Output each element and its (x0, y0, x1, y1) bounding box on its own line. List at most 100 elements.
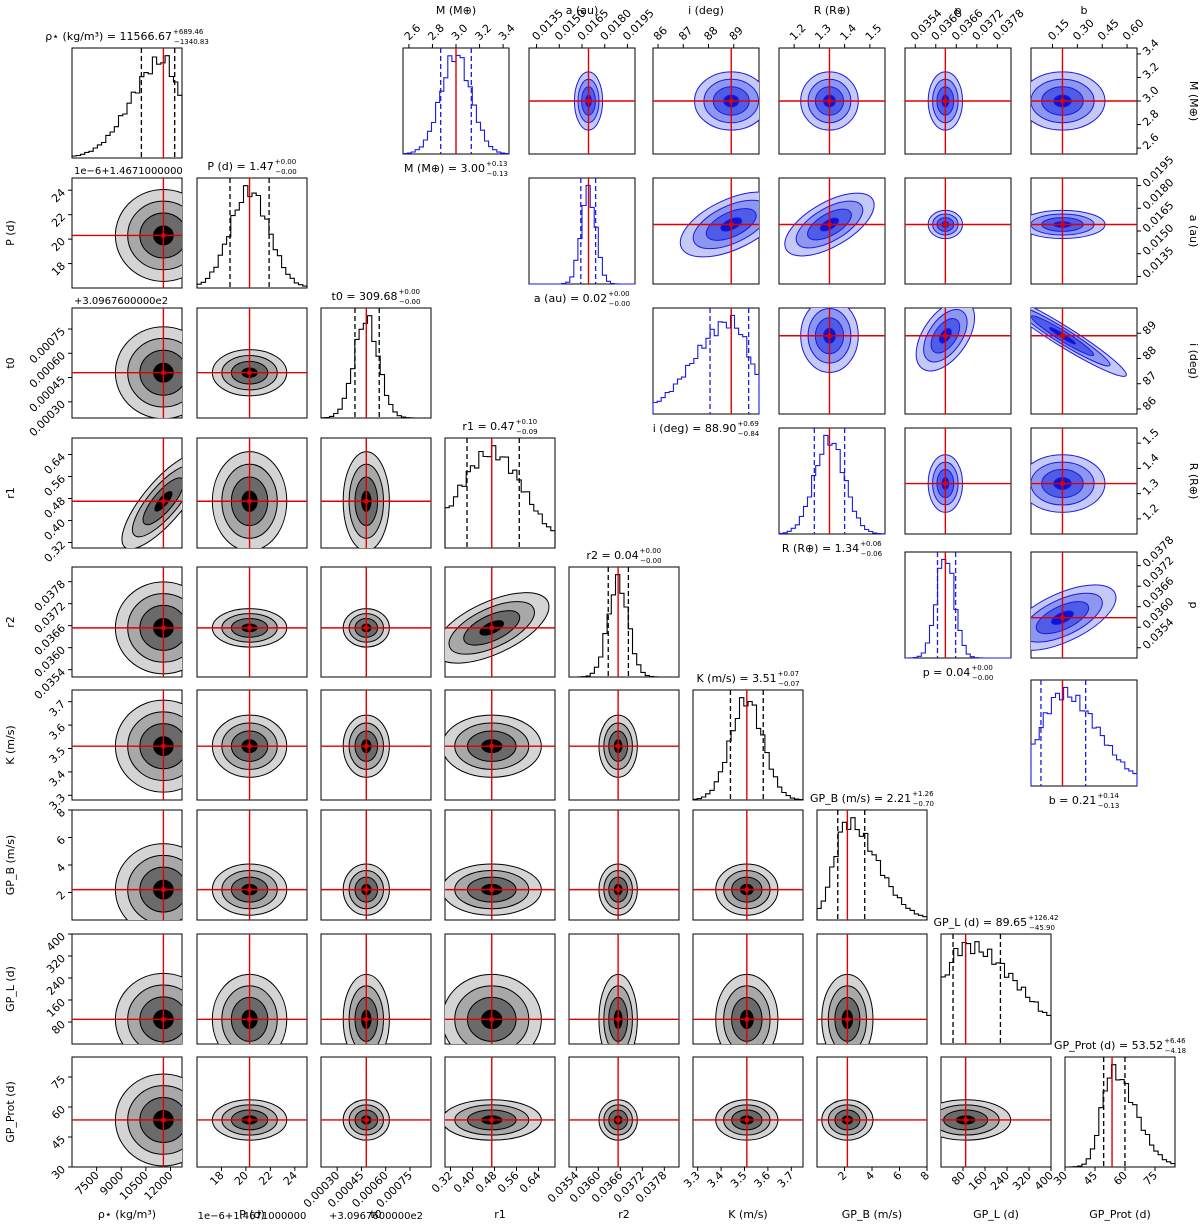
lower-contour-7-1-truth-point (246, 1016, 253, 1022)
lower-panel-4-2 (320, 566, 432, 678)
upper-title-M: M (M⊕) = 3.00+0.13 −0.13 (404, 160, 508, 178)
lower-contour-5-1-frame (196, 689, 308, 801)
upper-y-M-tick-label-3: 3.2 (1140, 60, 1162, 82)
lower-y-GPP-tick-label-3: 75 (49, 1073, 68, 1092)
lower-x-GPP-tick-label-2: 60 (1111, 1169, 1130, 1188)
lower-title-t0-plus: +0.00 (399, 288, 420, 296)
lower-title-K: K (m/s) = 3.51+0.07 −0.07 (696, 670, 799, 688)
lower-contour-8-5-truth-point (744, 1117, 750, 1123)
lower-panel-6-0: 2 4 6 8 (54, 806, 183, 921)
lower-title-GPP-plus: +6.46 (1164, 1037, 1186, 1045)
upper-diag-frame-2 (652, 307, 760, 415)
upper-contour-2-3-truth-point (826, 333, 833, 339)
lower-panel-7-2 (320, 933, 432, 1045)
upper-y-M-tick-label-0: 2.6 (1140, 131, 1162, 153)
lower-contour-4-0-truth-point (160, 625, 166, 631)
lower-contour-8-6-truth-point (844, 1117, 850, 1123)
lower-xlabel-rho: ρ⋆ (kg/m³) (98, 1208, 156, 1221)
lower-xlabel-t0: t0 (370, 1208, 381, 1221)
lower-contour-5-4-truth-point (615, 743, 621, 749)
lower-contour-6-5-truth-point (744, 887, 750, 893)
lower-xlabel-GPB: GP_B (m/s) (842, 1208, 902, 1221)
upper-hist-i (652, 314, 760, 414)
upper-hist-a (529, 184, 635, 285)
upper-y-M-tick-label-1: 2.8 (1140, 107, 1162, 129)
lower-y-GPL-tick-label-4: 400 (44, 930, 68, 954)
upper-contour-3-4-truth-point (942, 480, 948, 487)
lower-contour-6-1-frame (196, 809, 308, 921)
lower-contour-8-3-frame (444, 1056, 556, 1168)
upper-diag-frame-1 (528, 177, 636, 285)
lower-xoffset-t0: +3.0967600000e2 (329, 1211, 423, 1222)
lower-y-GPL-tick-label-0: 80 (49, 1018, 68, 1037)
upper-x-i-tick-label-1: 87 (676, 24, 695, 43)
lower-y-r1-tick-label-0: 0.32 (42, 538, 69, 565)
lower-hist-r2 (569, 574, 679, 678)
upper-xlabel-b: b (1081, 4, 1088, 17)
lower-y-r1-tick-label-2: 0.48 (42, 494, 69, 521)
lower-contour-8-2-frame (320, 1056, 432, 1168)
lower-contour-8-4-truth-point (615, 1117, 621, 1123)
upper-title-p: p = 0.04+0.00 −0.00 (923, 664, 994, 682)
lower-contour-4-1-frame (196, 566, 308, 678)
lower-contour-7-2-truth-point (363, 1016, 369, 1022)
lower-hist-GPL (940, 941, 1052, 1044)
upper-title-p-minus: −0.00 (972, 674, 993, 682)
lower-x-GPB-tick-label-2: 6 (890, 1169, 904, 1183)
upper-panel-1-1: a (au) = 0.02+0.00 −0.00 (528, 177, 636, 308)
upper-contour-2-5-frame (1030, 307, 1138, 415)
upper-contour-1-5-truth-point (1059, 221, 1066, 228)
lower-x-GPB-tick-label-0: 2 (835, 1169, 849, 1183)
lower-title-rho: ρ⋆ (kg/m³) = 11566.67+689.46 −1340.83 (45, 28, 209, 46)
lower-panel-6-3 (444, 809, 556, 921)
upper-panel-1-3 (778, 177, 886, 285)
lower-contour-4-3-frame (444, 566, 556, 678)
lower-contour-8-3-truth-point (489, 1117, 495, 1123)
upper-title-R-plus: +0.06 (860, 540, 882, 548)
lower-y-GPB-tick-label-1: 4 (54, 861, 68, 875)
upper-diag-frame-4 (904, 551, 1012, 659)
upper-x-M-tick-label-2: 3.0 (449, 22, 471, 44)
lower-contour-3-2-truth-point (363, 498, 369, 504)
lower-contour-4-2-frame (320, 566, 432, 678)
upper-contour-4-5-frame (1030, 551, 1138, 659)
lower-contour-2-1-frame (196, 307, 308, 419)
upper-hist-p (905, 558, 1011, 659)
lower-contour-4-1-truth-point (246, 625, 253, 631)
lower-title-GPL-plus: +126.42 (1028, 914, 1058, 922)
upper-xlabel-M: M (M⊕) (436, 4, 476, 17)
upper-x-M-tick-label-0: 2.6 (402, 22, 424, 44)
lower-contour-6-5-frame (692, 809, 804, 921)
upper-contour-0-5-truth-point (1059, 98, 1066, 104)
lower-title-P: P (d) = 1.47+0.00 −0.00 (207, 158, 296, 176)
lower-diag-frame-1 (196, 177, 308, 289)
lower-contour-5-4-frame (568, 689, 680, 801)
lower-contour-6-3-frame (444, 809, 556, 921)
lower-x-P-tick-label-0: 18 (207, 1169, 226, 1188)
upper-panel-1-4 (904, 177, 1012, 285)
lower-panel-6-1 (196, 809, 308, 921)
lower-contour-5-1-truth-point (246, 743, 253, 749)
lower-panel-3-3: r1 = 0.47+0.10 −0.09 (444, 418, 556, 549)
lower-x-GPP-tick-label-0: 30 (1051, 1169, 1070, 1188)
lower-y-GPL-tick-label-1: 160 (44, 996, 68, 1020)
lower-title-GPP-minus: −4.18 (1165, 1047, 1186, 1055)
upper-contour-0-2-truth-point (728, 98, 734, 104)
lower-title-GPL-minus: −45.90 (1029, 924, 1055, 932)
upper-panel-0-3: 1.2 1.3 1.4 1.5 (778, 22, 886, 155)
lower-y-r1-tick-label-4: 0.64 (42, 450, 69, 477)
upper-x-R-tick-label-2: 1.4 (838, 22, 860, 44)
lower-title-rho-minus: −1340.83 (174, 38, 209, 46)
lower-panel-5-3 (444, 689, 556, 801)
lower-y-GPL-tick-label-2: 240 (44, 974, 68, 998)
lower-panel-5-2 (320, 689, 432, 801)
lower-diag-frame-3 (444, 437, 556, 549)
lower-title-P-plus: +0.00 (275, 158, 296, 166)
lower-diag-frame-6 (816, 809, 928, 921)
upper-y-R-tick-label-3: 1.5 (1140, 426, 1162, 448)
upper-hist-b (1030, 686, 1138, 786)
